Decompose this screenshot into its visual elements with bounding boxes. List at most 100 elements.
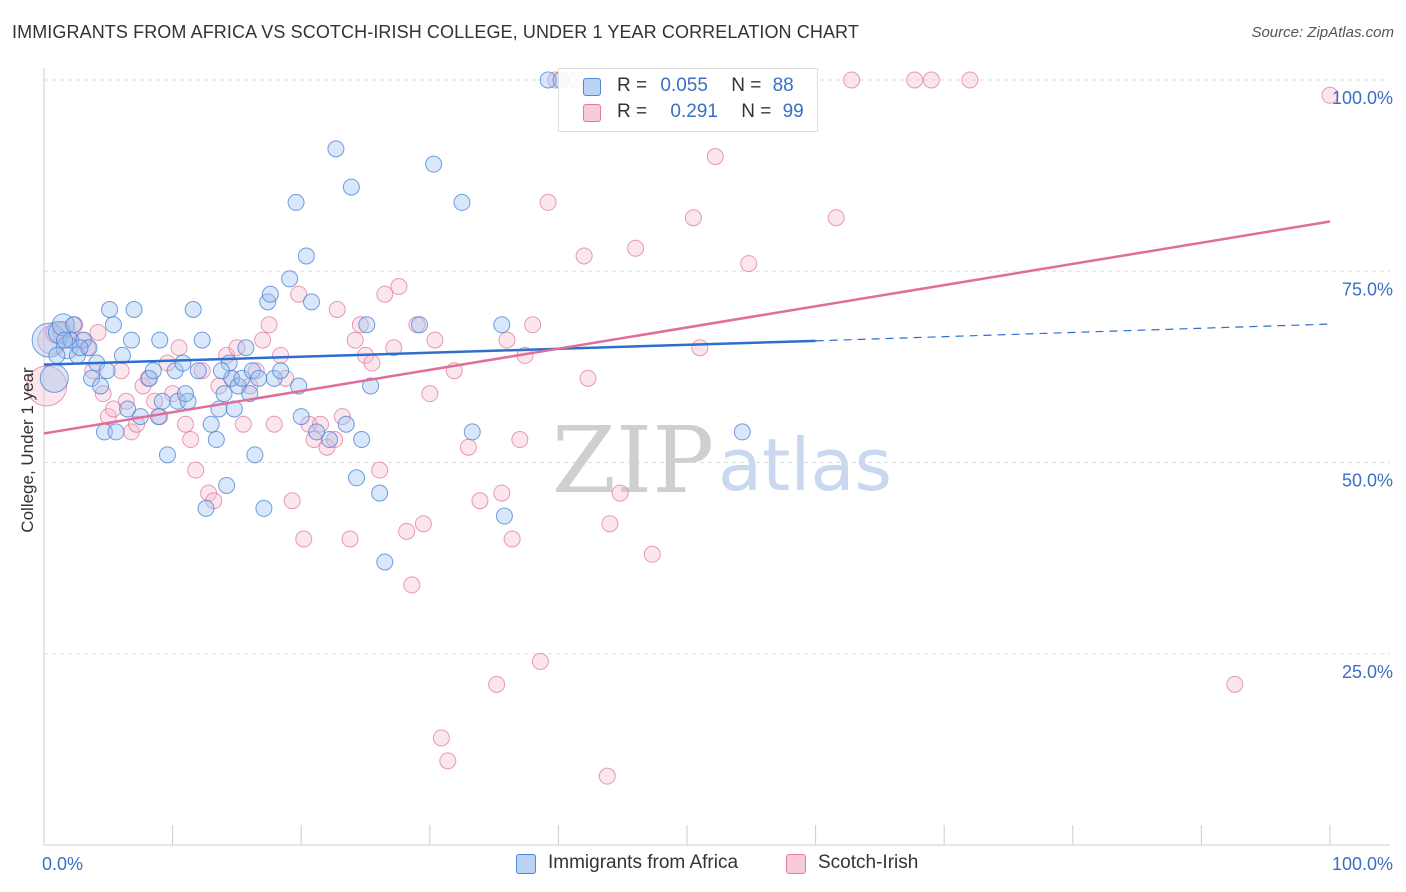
- africa-point-25: [158, 446, 176, 464]
- africa-point-3: [51, 313, 75, 337]
- africa-trend-extension: [815, 323, 1331, 342]
- africa-point-71: [453, 193, 471, 211]
- scotch-irish-point-43: [290, 285, 308, 303]
- africa-point-65: [358, 316, 376, 334]
- africa-point-32: [193, 331, 211, 349]
- scotch-irish-point-38: [260, 316, 278, 334]
- africa-points: [31, 71, 751, 571]
- africa-point-58: [308, 423, 326, 441]
- scotch-irish-point-12: [104, 400, 122, 418]
- africa-point-23: [151, 331, 169, 349]
- y-axis-label-wrap: College, Under 1 year: [8, 300, 48, 600]
- tick-labels: 25.0% 50.0% 75.0% 100.0% 0.0% 100.0%: [42, 88, 1393, 874]
- scotch-irish-point-72: [488, 675, 506, 693]
- scotch-irish-point-51: [333, 408, 351, 426]
- africa-point-21: [140, 369, 158, 387]
- africa-point-28: [174, 354, 192, 372]
- scotch-irish-point-34: [234, 415, 252, 433]
- scotch-irish-point-100: [1226, 675, 1244, 693]
- africa-point-85: [212, 362, 230, 380]
- africa-point-12: [92, 377, 110, 395]
- scotch-irish-point-88: [611, 484, 629, 502]
- africa-point-44: [237, 339, 255, 357]
- africa-point-84: [176, 385, 194, 403]
- legend-r-value-africa: 0.055: [660, 75, 708, 96]
- africa-point-79: [56, 331, 74, 349]
- africa-point-30: [184, 301, 202, 318]
- scotch-irish-point-96: [843, 71, 861, 89]
- africa-point-60: [327, 140, 345, 158]
- africa-point-64: [353, 431, 371, 449]
- scotch-irish-point-60: [390, 278, 408, 296]
- africa-point-52: [272, 362, 290, 380]
- legend-n-label: N =: [731, 75, 762, 96]
- africa-point-57: [302, 293, 320, 311]
- scotch-irish-point-56: [363, 354, 381, 372]
- scotch-irish-point-71: [471, 492, 489, 510]
- africa-point-55: [292, 408, 310, 426]
- legend-n-value-scotch-irish: 99: [782, 101, 804, 122]
- africa-point-18: [119, 400, 137, 418]
- africa-point-77: [733, 423, 751, 441]
- africa-point-81: [98, 362, 116, 380]
- africa-point-69: [411, 316, 429, 334]
- scotch-irish-point-74: [498, 331, 516, 349]
- legend-r-label: R =: [617, 101, 648, 122]
- scotch-irish-point-64: [414, 515, 432, 533]
- scotch-irish-point-16: [128, 415, 146, 433]
- y-tick-label-0: 25.0%: [1342, 662, 1393, 682]
- scotch-irish-point-70: [459, 438, 477, 456]
- africa-point-78: [48, 346, 66, 364]
- scotch-irish-point-73: [493, 484, 511, 502]
- scotch-irish-point-101: [1321, 86, 1339, 104]
- bottom-legend-swatch-africa: [516, 854, 536, 874]
- scotch-irish-point-79: [531, 652, 549, 670]
- x-tick-label-max: 100.0%: [1332, 854, 1393, 874]
- grid-lines: [44, 79, 1390, 655]
- scotch-irish-point-67: [432, 729, 450, 747]
- africa-point-62: [342, 178, 360, 196]
- africa-trend-line: [43, 339, 816, 366]
- scotch-irish-point-42: [283, 492, 301, 510]
- scotch-irish-point-98: [922, 71, 940, 89]
- scotch-irish-point-66: [426, 331, 444, 349]
- trend-lines: [43, 220, 1331, 435]
- scotch-irish-point-53: [346, 331, 364, 349]
- scotch-irish-point-58: [376, 285, 394, 303]
- africa-point-54: [287, 193, 305, 211]
- africa-point-37: [215, 385, 233, 403]
- africa-point-73: [495, 507, 513, 525]
- scotch-irish-point-37: [254, 331, 272, 349]
- africa-point-15: [104, 316, 122, 334]
- scotch-irish-point-49: [326, 431, 344, 449]
- bottom-legend-swatch-scotch-irish: [786, 854, 806, 874]
- y-axis-label: College, Under 1 year: [18, 367, 37, 533]
- bottom-legend-label-africa: Immigrants from Africa: [548, 852, 739, 873]
- africa-point-6: [65, 316, 83, 334]
- y-tick-label-3: 100.0%: [1332, 88, 1393, 108]
- watermark-atlas: atlas: [718, 423, 892, 507]
- scotch-irish-point-97: [906, 71, 924, 89]
- africa-point-59: [320, 431, 338, 449]
- legend-r-label: R =: [617, 75, 648, 96]
- legend-n-value-africa: 88: [772, 75, 794, 96]
- africa-point-72: [463, 423, 481, 441]
- scotch-irish-point-76: [511, 431, 529, 449]
- africa-point-74: [493, 316, 511, 334]
- scotch-irish-point-62: [403, 576, 421, 594]
- legend-swatch-scotch-irish: [583, 104, 601, 122]
- scotch-irish-point-68: [439, 752, 457, 770]
- scotch-irish-point-9: [89, 323, 107, 341]
- chart-title: IMMIGRANTS FROM AFRICA VS SCOTCH-IRISH C…: [12, 22, 859, 42]
- africa-point-34: [202, 415, 220, 433]
- africa-point-80: [71, 339, 89, 357]
- legend-text-africa: R = 0.055 N = 88: [617, 75, 794, 97]
- africa-point-31: [189, 362, 207, 380]
- legend-r-value-scotch-irish: 0.291: [670, 101, 718, 122]
- x-tick-label-min: 0.0%: [42, 854, 83, 874]
- scotch-irish-point-50: [328, 301, 346, 318]
- source-credit: Source: ZipAtlas.com: [1251, 24, 1394, 41]
- scotch-irish-point-33: [228, 339, 246, 357]
- scotch-irish-point-52: [341, 530, 359, 548]
- scotch-irish-point-25: [182, 431, 200, 449]
